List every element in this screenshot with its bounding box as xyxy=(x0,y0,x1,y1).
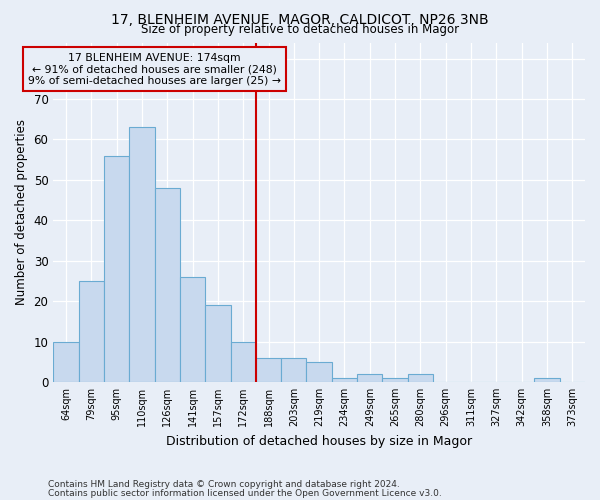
Text: Size of property relative to detached houses in Magor: Size of property relative to detached ho… xyxy=(141,22,459,36)
Bar xyxy=(129,128,155,382)
Bar xyxy=(535,378,560,382)
Text: Contains HM Land Registry data © Crown copyright and database right 2024.: Contains HM Land Registry data © Crown c… xyxy=(48,480,400,489)
Bar xyxy=(155,188,180,382)
Bar xyxy=(408,374,433,382)
Bar xyxy=(357,374,382,382)
Bar xyxy=(307,362,332,382)
Bar xyxy=(382,378,408,382)
Text: 17, BLENHEIM AVENUE, MAGOR, CALDICOT, NP26 3NB: 17, BLENHEIM AVENUE, MAGOR, CALDICOT, NP… xyxy=(111,12,489,26)
Text: 17 BLENHEIM AVENUE: 174sqm
← 91% of detached houses are smaller (248)
9% of semi: 17 BLENHEIM AVENUE: 174sqm ← 91% of deta… xyxy=(28,52,281,86)
X-axis label: Distribution of detached houses by size in Magor: Distribution of detached houses by size … xyxy=(166,434,472,448)
Bar xyxy=(332,378,357,382)
Bar xyxy=(79,281,104,382)
Bar xyxy=(180,277,205,382)
Bar xyxy=(256,358,281,382)
Bar xyxy=(281,358,307,382)
Y-axis label: Number of detached properties: Number of detached properties xyxy=(15,119,28,305)
Bar xyxy=(230,342,256,382)
Text: Contains public sector information licensed under the Open Government Licence v3: Contains public sector information licen… xyxy=(48,488,442,498)
Bar xyxy=(104,156,129,382)
Bar xyxy=(205,305,230,382)
Bar xyxy=(53,342,79,382)
